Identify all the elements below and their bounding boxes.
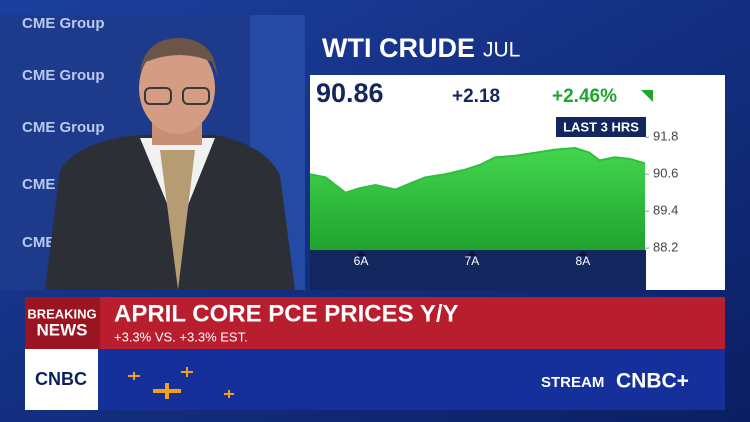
y-tick-label: 90.6 — [653, 166, 678, 181]
news-label: NEWS — [37, 320, 88, 339]
logo-box — [25, 349, 98, 410]
price-area — [310, 148, 645, 250]
chart-title: WTI CRUDE — [322, 33, 475, 63]
promo-bar — [98, 349, 725, 410]
x-tick — [356, 250, 367, 256]
plus-icon — [128, 372, 140, 380]
backdrop-text: CME Group — [22, 67, 105, 84]
stream-label: STREAM — [541, 374, 604, 391]
x-tick-label: 6A — [354, 254, 369, 268]
x-tick — [466, 250, 477, 256]
last-price: 90.86 — [316, 78, 384, 108]
x-tick-label: 8A — [576, 254, 591, 268]
range-label: LAST 3 HRS — [563, 119, 639, 134]
plus-icon — [181, 367, 193, 377]
range-badge — [556, 117, 646, 137]
backdrop-text: CME Group — [22, 119, 105, 136]
subline: +3.3% VS. +3.3% EST. — [114, 329, 248, 344]
headline: APRIL CORE PCE PRICES Y/Y — [114, 300, 459, 327]
y-tick-label: 91.8 — [653, 129, 678, 144]
x-tick — [577, 250, 588, 256]
percent-change: +2.46% — [552, 86, 617, 107]
logo: CNBC — [35, 369, 87, 389]
breaking-box — [25, 297, 100, 349]
chart-subtitle: JUL — [483, 39, 520, 62]
x-axis-band — [310, 250, 646, 290]
y-tick-label: 89.4 — [653, 203, 678, 218]
brand-label: CNBC+ — [616, 370, 689, 393]
plus-icon — [224, 390, 234, 398]
change-arrow — [641, 90, 653, 102]
backdrop-text: CME Group — [22, 15, 105, 32]
decoration — [128, 367, 234, 399]
price-line — [309, 146, 646, 194]
price-change: +2.18 — [452, 86, 500, 107]
x-tick-label: 7A — [465, 254, 480, 268]
y-tick-label: 88.2 — [653, 240, 678, 255]
breaking-label: BREAKING — [27, 306, 96, 321]
headline-bar — [25, 297, 725, 349]
video-feed: CME Group CME Group CME Group CME Group … — [0, 15, 305, 290]
plus-icon — [153, 383, 181, 399]
